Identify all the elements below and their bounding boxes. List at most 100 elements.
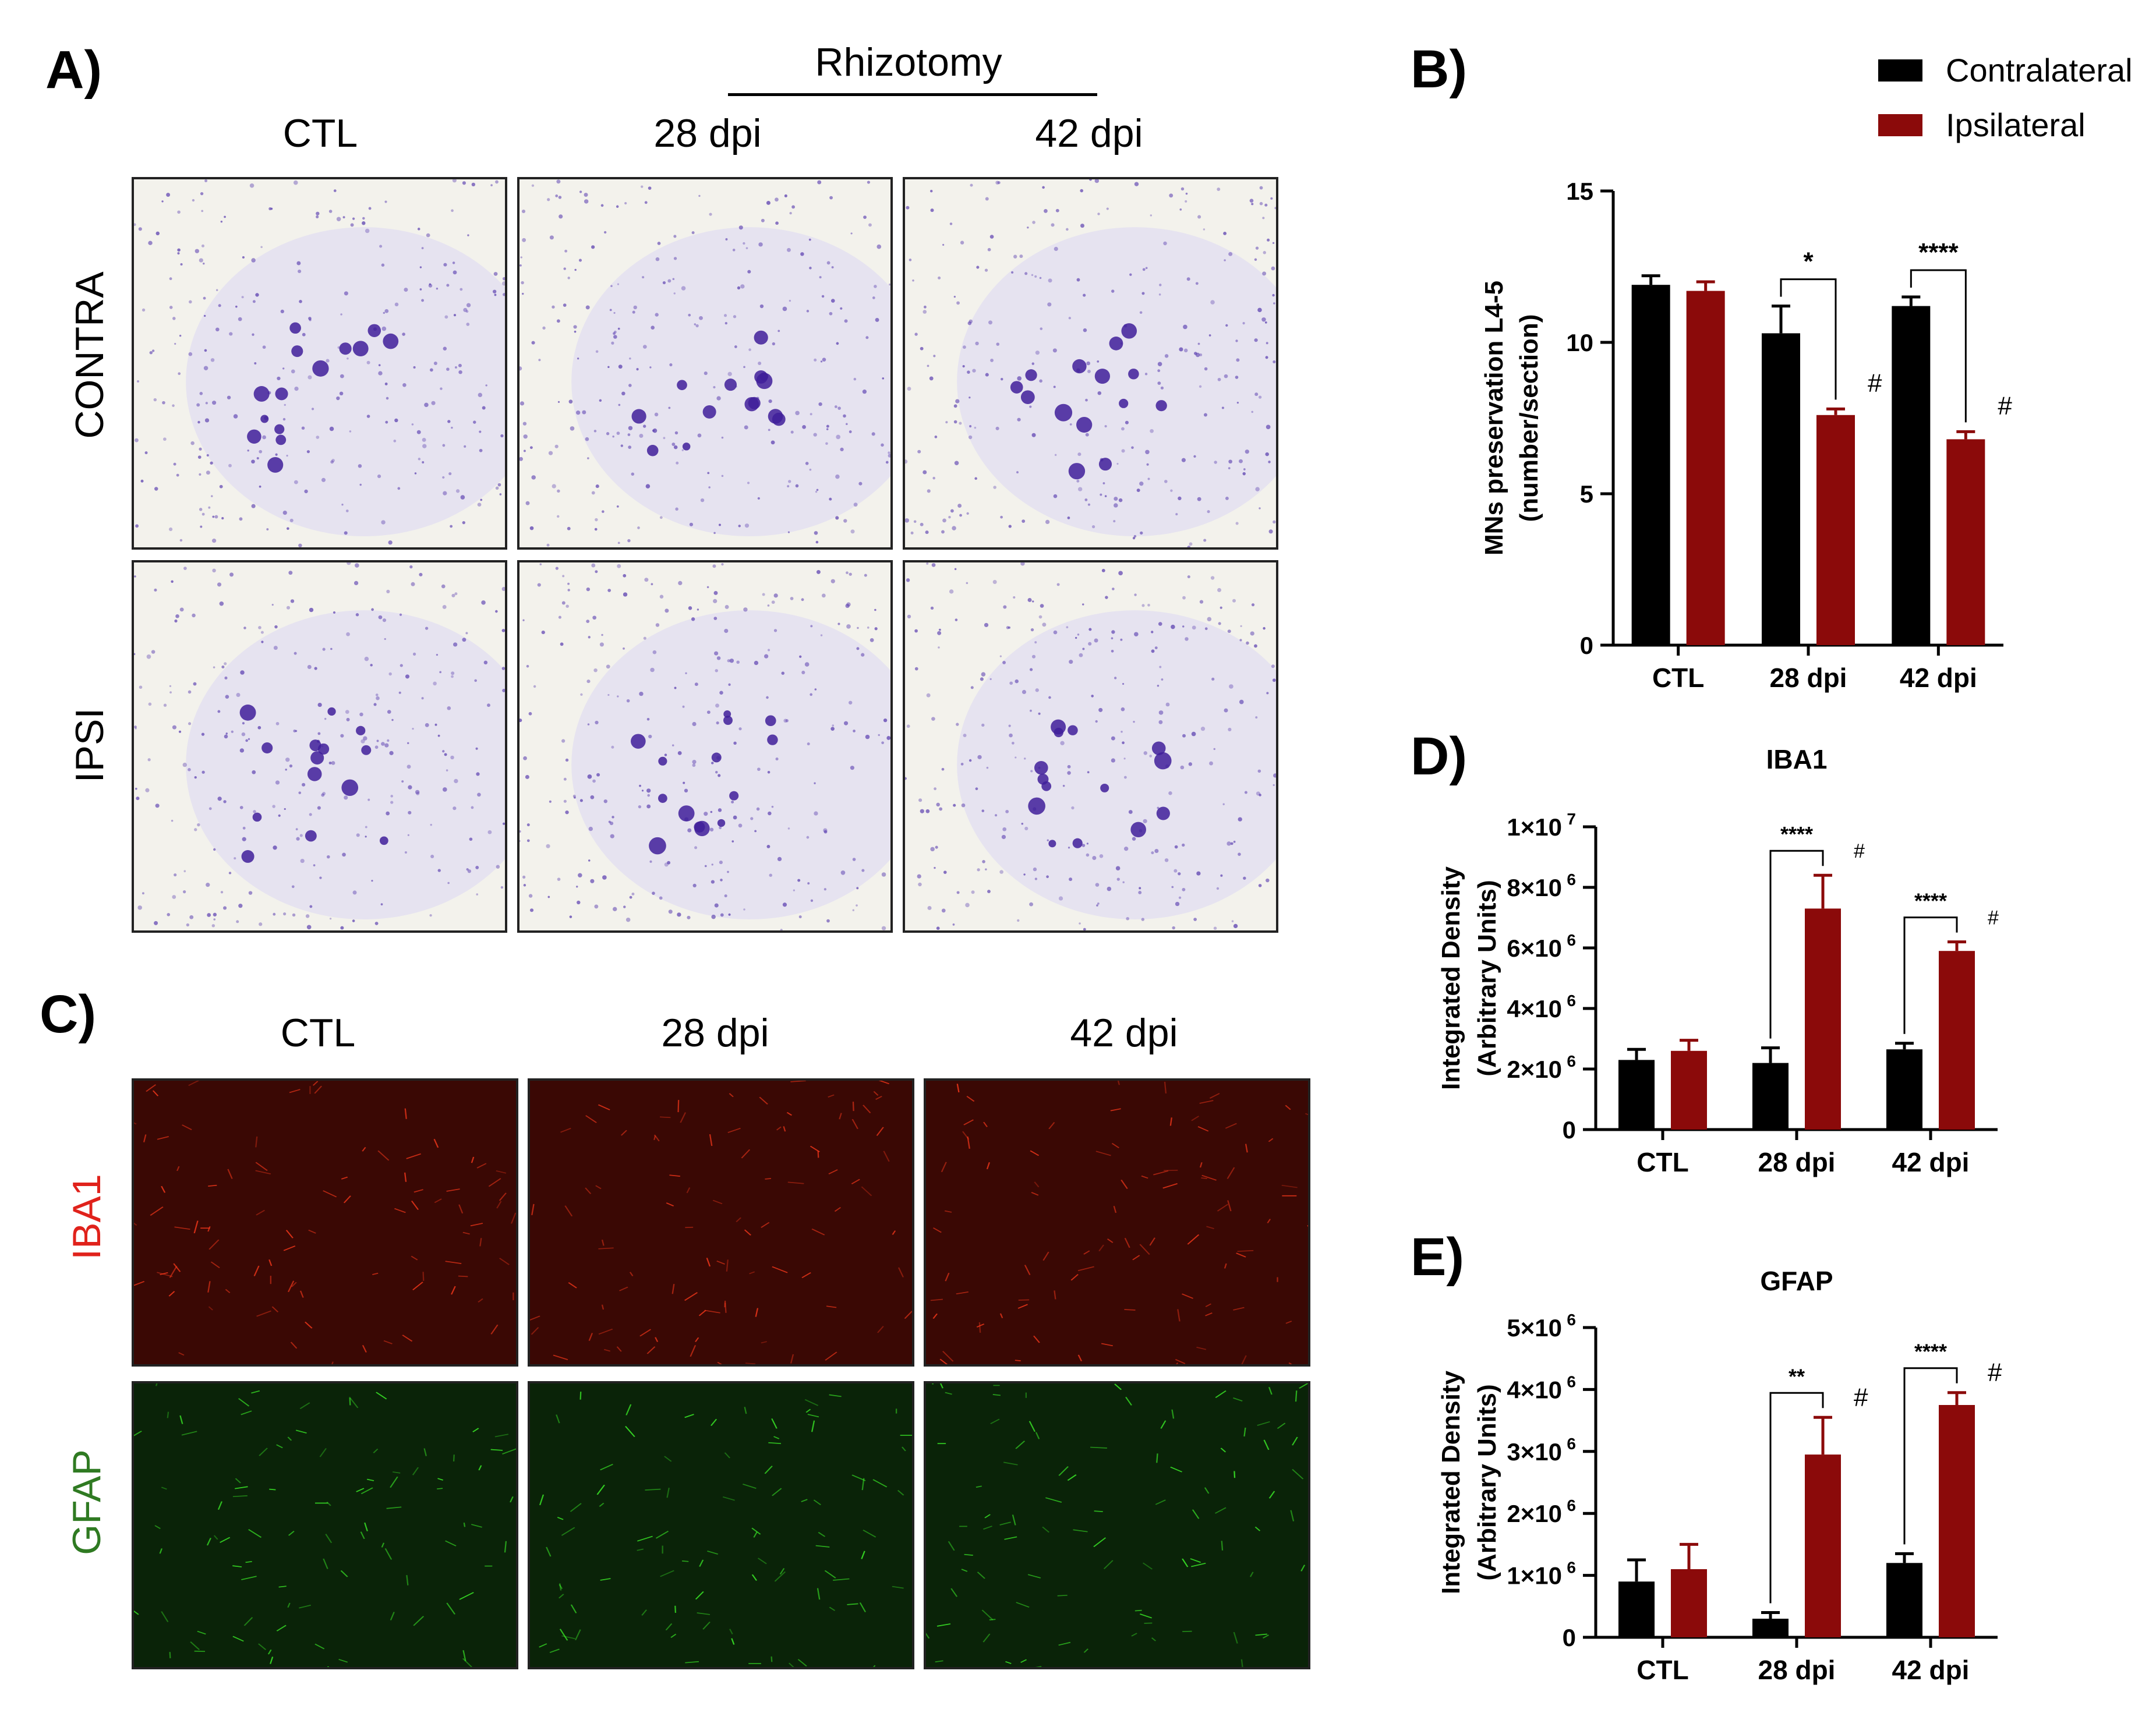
hash-mark: # xyxy=(1868,369,1882,397)
significance-bracket xyxy=(1910,269,1967,423)
x-tick-label: 42 dpi xyxy=(1892,1655,1970,1685)
nissl-image-ipsi-ctl xyxy=(132,560,507,933)
panel-c-row-gfap: GFAP xyxy=(65,1449,109,1555)
y-axis-label-units: (Arbitrary Units) xyxy=(1473,1384,1501,1580)
bar-ipsilateral xyxy=(1671,1569,1707,1637)
bar-contralateral xyxy=(1618,1060,1655,1130)
panel-a-row-contra: CONTRA xyxy=(68,271,112,439)
bar-ipsilateral xyxy=(1816,415,1855,645)
gfap-image-42dpi xyxy=(924,1381,1310,1669)
y-tick-label: 4×10 xyxy=(1507,1376,1562,1403)
panel-c-row-iba1: IBA1 xyxy=(65,1174,109,1260)
panel-c-col-28dpi: 28 dpi xyxy=(661,1011,769,1055)
y-tick-exponent: 6 xyxy=(1567,1311,1576,1329)
nissl-image-ipsi-28dpi xyxy=(517,560,893,933)
panel-a-col-42dpi: 42 dpi xyxy=(1035,111,1143,155)
x-tick-label: 28 dpi xyxy=(1770,663,1847,693)
significance-bracket xyxy=(1780,278,1837,400)
hash-mark: # xyxy=(1988,907,1999,929)
bar-contralateral xyxy=(1886,1563,1922,1637)
y-tick-label: 0 xyxy=(1563,1116,1576,1144)
y-axis-label: MNs preservation L4-5 xyxy=(1480,281,1508,555)
x-tick-label: 42 dpi xyxy=(1892,1147,1970,1177)
y-axis-label-units: (Arbitrary Units) xyxy=(1473,880,1501,1076)
y-tick-label: 1×10 xyxy=(1507,1562,1562,1590)
bar-ipsilateral xyxy=(1671,1050,1707,1130)
nissl-image-contra-42dpi xyxy=(903,177,1278,550)
panel-a-label: A) xyxy=(45,40,103,100)
y-tick-label: 8×10 xyxy=(1507,874,1562,901)
significance-stars: ** xyxy=(1789,1364,1805,1388)
bar-ipsilateral xyxy=(1805,908,1841,1130)
legend-contralateral: Contralateral xyxy=(1878,51,2133,89)
y-tick-label: 0 xyxy=(1580,632,1593,659)
y-tick-exponent: 7 xyxy=(1567,810,1576,828)
hash-mark: # xyxy=(1988,1358,2002,1387)
y-tick-label: 2×10 xyxy=(1507,1056,1562,1083)
y-axis-label: Integrated Density xyxy=(1437,866,1465,1090)
chart-d: D) IBA1 0 2×10 6 4×10 6 6×10 6 8×10 6 1×10 7 Integrat… xyxy=(1411,727,1999,1177)
bar-contralateral xyxy=(1618,1581,1655,1637)
y-tick-label: 2×10 xyxy=(1507,1500,1562,1527)
legend-ipsilateral: Ipsilateral xyxy=(1878,106,2086,144)
x-tick-label: CTL xyxy=(1637,1147,1688,1177)
y-tick-exponent: 6 xyxy=(1567,1559,1576,1577)
significance-bracket xyxy=(1903,1367,1958,1545)
bar-contralateral xyxy=(1752,1619,1789,1637)
chart-b-panel-label: B) xyxy=(1411,40,1467,99)
rhizotomy-bracket-line xyxy=(728,93,1097,96)
significance-bracket xyxy=(1769,1392,1824,1604)
bar-ipsilateral xyxy=(1805,1454,1841,1637)
bar-ipsilateral xyxy=(1939,951,1975,1130)
y-axis-label-units: (number/section) xyxy=(1515,314,1543,522)
significance-stars: **** xyxy=(1918,238,1959,267)
legend-swatch-contralateral xyxy=(1878,59,1922,82)
panel-c-col-ctl: CTL xyxy=(280,1011,356,1055)
significance-bracket xyxy=(1903,916,1958,1034)
significance-stars: **** xyxy=(1780,822,1813,846)
significance-bracket xyxy=(1769,850,1824,1039)
nissl-image-ipsi-42dpi xyxy=(903,560,1278,933)
chart-e-title: GFAP xyxy=(1760,1266,1833,1296)
y-tick-exponent: 6 xyxy=(1567,1496,1576,1514)
panel-c-label: C) xyxy=(40,985,97,1044)
x-tick-label: 28 dpi xyxy=(1758,1147,1836,1177)
panel-a-row-ipsi: IPSI xyxy=(68,707,112,783)
y-tick-exponent: 6 xyxy=(1567,1435,1576,1453)
bar-contralateral xyxy=(1892,306,1931,645)
iba1-image-28dpi xyxy=(528,1078,914,1367)
y-tick-label: 5×10 xyxy=(1507,1314,1562,1342)
y-tick-exponent: 6 xyxy=(1567,1052,1576,1070)
bar-ipsilateral xyxy=(1686,291,1725,646)
x-tick-label: CTL xyxy=(1637,1655,1688,1685)
hash-mark: # xyxy=(1854,1383,1868,1411)
y-tick-exponent: 6 xyxy=(1567,870,1576,889)
chart-d-title: IBA1 xyxy=(1766,744,1828,774)
y-tick-exponent: 6 xyxy=(1567,992,1576,1010)
nissl-image-contra-ctl xyxy=(132,177,507,550)
x-tick-label: 42 dpi xyxy=(1900,663,1977,693)
significance-stars: **** xyxy=(1914,1340,1947,1364)
x-tick-label: CTL xyxy=(1652,663,1704,693)
bar-contralateral xyxy=(1886,1049,1922,1130)
y-tick-label: 15 xyxy=(1566,178,1593,205)
panel-c-col-42dpi: 42 dpi xyxy=(1070,1011,1178,1055)
y-tick-exponent: 6 xyxy=(1567,1372,1576,1390)
chart-e-panel-label: E) xyxy=(1411,1227,1464,1287)
x-tick-label: 28 dpi xyxy=(1758,1655,1836,1685)
iba1-image-ctl xyxy=(132,1078,518,1367)
bar-contralateral xyxy=(1631,285,1670,645)
y-tick-label: 0 xyxy=(1563,1624,1576,1651)
hash-mark: # xyxy=(1854,840,1865,862)
panel-a-col-ctl: CTL xyxy=(282,111,358,155)
bar-contralateral xyxy=(1752,1063,1789,1130)
y-tick-label: 10 xyxy=(1566,329,1593,356)
y-tick-label: 6×10 xyxy=(1507,935,1562,962)
y-tick-label: 5 xyxy=(1580,480,1593,508)
legend-swatch-ipsilateral xyxy=(1878,114,1922,136)
panel-a-col-28dpi: 28 dpi xyxy=(653,111,762,155)
legend-label-contralateral: Contralateral xyxy=(1946,52,2133,89)
y-tick-label: 4×10 xyxy=(1507,995,1562,1022)
bar-ipsilateral xyxy=(1939,1405,1975,1637)
iba1-image-42dpi xyxy=(924,1078,1310,1367)
